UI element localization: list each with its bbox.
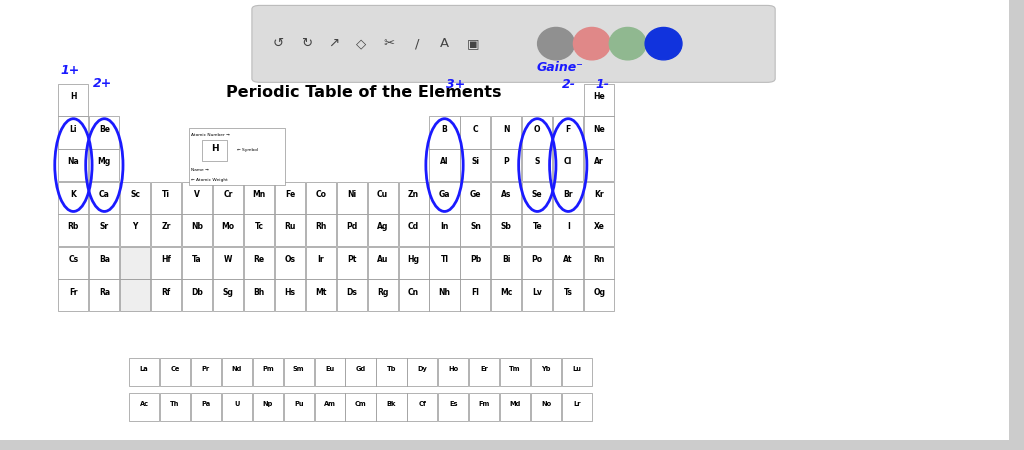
Text: Db: Db xyxy=(191,288,203,297)
Text: Mo: Mo xyxy=(221,222,234,231)
FancyBboxPatch shape xyxy=(500,358,530,386)
FancyBboxPatch shape xyxy=(398,181,429,214)
Text: Ga: Ga xyxy=(438,190,451,199)
Text: Nb: Nb xyxy=(191,222,203,231)
Text: Cd: Cd xyxy=(408,222,419,231)
FancyBboxPatch shape xyxy=(337,247,367,279)
FancyBboxPatch shape xyxy=(160,358,190,386)
Text: Ar: Ar xyxy=(594,158,604,166)
Text: Gaine⁻: Gaine⁻ xyxy=(537,61,584,74)
Text: Atomic Number →: Atomic Number → xyxy=(191,133,230,137)
Text: Md: Md xyxy=(510,401,521,407)
FancyBboxPatch shape xyxy=(368,279,397,311)
FancyBboxPatch shape xyxy=(274,214,305,246)
Text: Rh: Rh xyxy=(315,222,327,231)
Text: Ti: Ti xyxy=(162,190,170,199)
Text: Sm: Sm xyxy=(293,366,304,372)
Text: He: He xyxy=(593,92,605,101)
FancyBboxPatch shape xyxy=(522,181,552,214)
Text: Name →: Name → xyxy=(191,168,209,172)
Text: Ir: Ir xyxy=(317,255,325,264)
Text: ↻: ↻ xyxy=(301,37,311,50)
Text: Lv: Lv xyxy=(532,288,543,297)
Ellipse shape xyxy=(609,27,646,60)
FancyBboxPatch shape xyxy=(438,358,468,386)
Ellipse shape xyxy=(573,27,610,60)
Text: Xe: Xe xyxy=(594,222,604,231)
Text: K: K xyxy=(71,190,77,199)
FancyBboxPatch shape xyxy=(553,214,584,246)
Text: Cf: Cf xyxy=(419,401,426,407)
FancyBboxPatch shape xyxy=(120,279,151,311)
FancyBboxPatch shape xyxy=(553,181,584,214)
FancyBboxPatch shape xyxy=(284,358,313,386)
FancyBboxPatch shape xyxy=(89,149,120,181)
Text: W: W xyxy=(224,255,232,264)
Text: Mn: Mn xyxy=(252,190,265,199)
Text: Pb: Pb xyxy=(470,255,481,264)
FancyBboxPatch shape xyxy=(58,279,88,311)
FancyBboxPatch shape xyxy=(120,181,151,214)
Text: S: S xyxy=(535,158,540,166)
Text: Cl: Cl xyxy=(564,158,572,166)
Text: Cs: Cs xyxy=(69,255,79,264)
FancyBboxPatch shape xyxy=(562,358,592,386)
Text: Hs: Hs xyxy=(285,288,295,297)
Text: Pu: Pu xyxy=(294,401,303,407)
FancyBboxPatch shape xyxy=(461,279,490,311)
Text: Te: Te xyxy=(532,222,542,231)
Text: Ds: Ds xyxy=(346,288,357,297)
Text: ← Atomic Weight: ← Atomic Weight xyxy=(191,178,228,182)
Text: 2-: 2- xyxy=(562,78,577,91)
Text: H: H xyxy=(211,144,218,153)
Text: Ts: Ts xyxy=(564,288,572,297)
FancyBboxPatch shape xyxy=(429,247,460,279)
Text: Tl: Tl xyxy=(440,255,449,264)
Text: No: No xyxy=(541,401,551,407)
Text: Mt: Mt xyxy=(315,288,327,297)
Text: Ca: Ca xyxy=(99,190,110,199)
FancyBboxPatch shape xyxy=(58,84,88,116)
FancyBboxPatch shape xyxy=(377,358,407,386)
FancyBboxPatch shape xyxy=(89,279,120,311)
FancyBboxPatch shape xyxy=(129,393,159,421)
FancyBboxPatch shape xyxy=(244,247,274,279)
Text: Co: Co xyxy=(315,190,327,199)
Text: Kr: Kr xyxy=(594,190,604,199)
Text: ← Symbol: ← Symbol xyxy=(237,148,258,152)
FancyBboxPatch shape xyxy=(345,358,376,386)
FancyBboxPatch shape xyxy=(202,140,227,161)
Text: Ni: Ni xyxy=(347,190,356,199)
FancyBboxPatch shape xyxy=(408,358,437,386)
Text: Mg: Mg xyxy=(97,158,111,166)
Text: Eu: Eu xyxy=(325,366,334,372)
FancyBboxPatch shape xyxy=(377,393,407,421)
FancyBboxPatch shape xyxy=(584,279,614,311)
Text: Li: Li xyxy=(70,125,77,134)
Text: La: La xyxy=(139,366,148,372)
Text: Cn: Cn xyxy=(408,288,419,297)
FancyBboxPatch shape xyxy=(584,247,614,279)
Text: Ne: Ne xyxy=(593,125,605,134)
FancyBboxPatch shape xyxy=(182,279,212,311)
Text: Bh: Bh xyxy=(253,288,264,297)
Text: Ru: Ru xyxy=(285,222,296,231)
FancyBboxPatch shape xyxy=(182,247,212,279)
FancyBboxPatch shape xyxy=(345,393,376,421)
Text: Rf: Rf xyxy=(162,288,171,297)
FancyBboxPatch shape xyxy=(553,149,584,181)
FancyBboxPatch shape xyxy=(58,117,88,148)
FancyBboxPatch shape xyxy=(274,247,305,279)
Text: Al: Al xyxy=(440,158,449,166)
FancyBboxPatch shape xyxy=(461,149,490,181)
FancyBboxPatch shape xyxy=(522,247,552,279)
Text: Sg: Sg xyxy=(222,288,233,297)
Text: F: F xyxy=(565,125,570,134)
Text: Es: Es xyxy=(450,401,458,407)
FancyBboxPatch shape xyxy=(129,358,159,386)
Text: C: C xyxy=(473,125,478,134)
Text: Bk: Bk xyxy=(387,401,396,407)
Text: Ag: Ag xyxy=(377,222,388,231)
Text: Bi: Bi xyxy=(502,255,511,264)
